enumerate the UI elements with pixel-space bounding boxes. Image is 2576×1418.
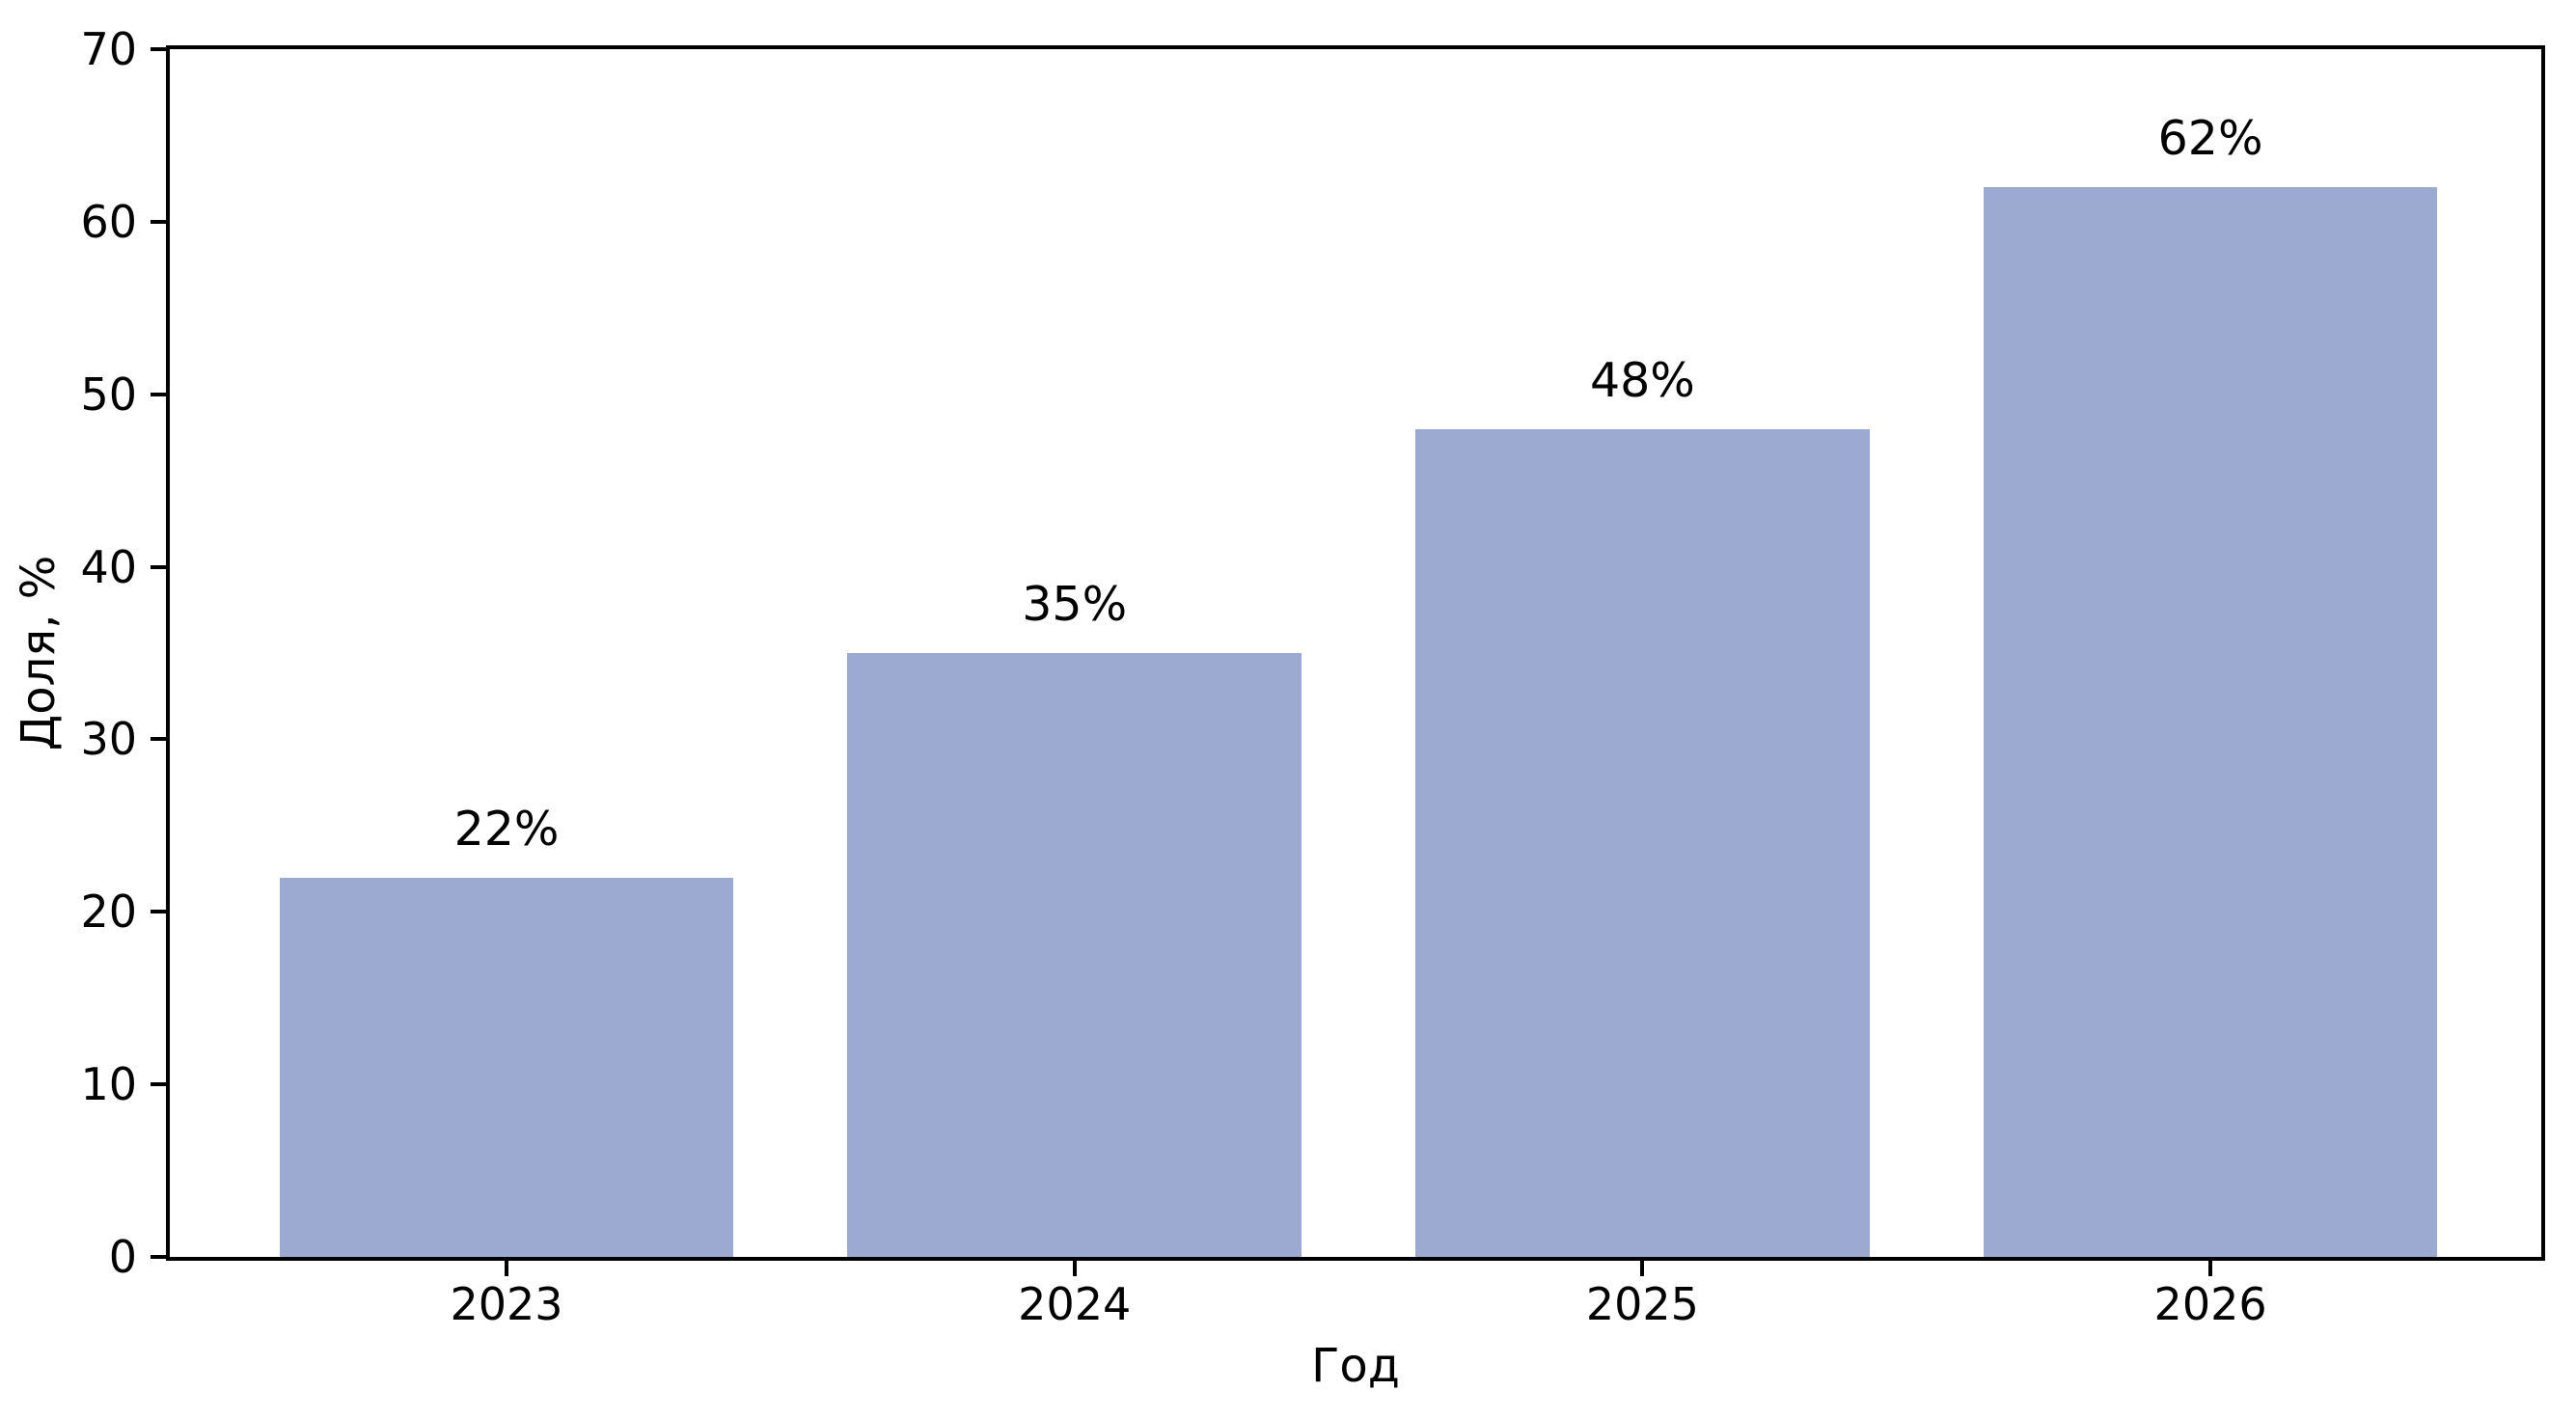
y-tick-label: 60 bbox=[80, 195, 137, 248]
y-tick-label: 0 bbox=[108, 1231, 137, 1283]
y-tick-label: 10 bbox=[80, 1058, 137, 1111]
bar-value-label: 22% bbox=[453, 801, 560, 857]
x-tick-mark bbox=[1072, 1261, 1077, 1276]
y-tick-mark bbox=[151, 392, 166, 396]
x-tick-mark bbox=[1640, 1261, 1645, 1276]
y-tick-label: 30 bbox=[80, 713, 137, 766]
y-tick-mark bbox=[151, 47, 166, 51]
y-tick-label: 70 bbox=[80, 23, 137, 75]
x-tick-label: 2023 bbox=[450, 1278, 563, 1330]
x-tick-mark bbox=[2208, 1261, 2213, 1276]
y-tick-mark bbox=[151, 1255, 166, 1259]
bar bbox=[1983, 187, 2438, 1257]
bar-value-label: 35% bbox=[1022, 577, 1128, 632]
x-tick-mark bbox=[505, 1261, 509, 1276]
y-tick-mark bbox=[151, 564, 166, 569]
y-tick-mark bbox=[151, 219, 166, 224]
bar bbox=[279, 877, 734, 1257]
x-tick-label: 2024 bbox=[1018, 1278, 1132, 1330]
x-tick-label: 2025 bbox=[1585, 1278, 1699, 1330]
bar-value-label: 48% bbox=[1589, 352, 1695, 408]
bar bbox=[847, 653, 1302, 1257]
y-tick-label: 20 bbox=[80, 886, 137, 939]
y-tick-mark bbox=[151, 910, 166, 914]
y-tick-mark bbox=[151, 737, 166, 742]
y-axis-label: Доля, % bbox=[12, 555, 66, 751]
y-tick-mark bbox=[151, 1082, 166, 1087]
bar bbox=[1415, 428, 1870, 1257]
x-axis-label: Год bbox=[1311, 1339, 1400, 1393]
bar-value-label: 62% bbox=[2157, 111, 2263, 167]
y-tick-label: 40 bbox=[80, 540, 137, 593]
plot-area: 0 10 20 30 40 50 60 70 22% 2023 35% 2024 48% 2025 62% 2… bbox=[80, 27, 2545, 1326]
x-tick-label: 2026 bbox=[2153, 1278, 2267, 1330]
y-tick-label: 50 bbox=[80, 368, 137, 421]
